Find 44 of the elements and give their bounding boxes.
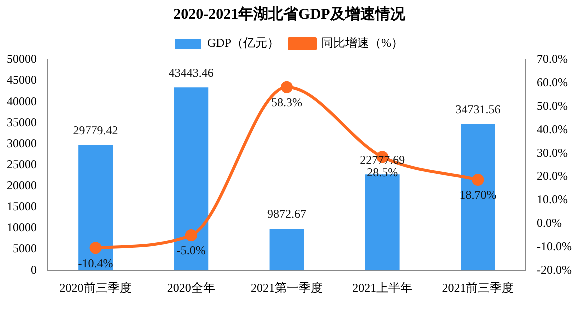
y-tick-label: 35000 — [7, 115, 37, 130]
y-tick-label: 45000 — [7, 73, 37, 88]
y-tick-label: 30000 — [7, 136, 37, 150]
bar — [78, 145, 114, 271]
y2-tick-label: -20.0% — [537, 262, 572, 277]
x-tick-label: 2021第一季度 — [251, 280, 324, 295]
x-tick-label: 2020前三季度 — [60, 280, 132, 295]
y-tick-label: 25000 — [7, 157, 37, 172]
y2-tick-label: 0.0% — [537, 216, 562, 230]
bar — [461, 124, 496, 271]
x-tick-label: 2020全年 — [167, 280, 216, 295]
x-tick-label: 2021前三季度 — [442, 280, 514, 295]
data-label: -10.4% — [78, 256, 114, 270]
point — [90, 242, 102, 254]
y2-tick-label: 70.0% — [537, 52, 568, 66]
y2-tick-label: 20.0% — [537, 169, 568, 184]
x-tick-label: 2021上半年 — [352, 280, 413, 295]
data-label: 34731.56 — [456, 102, 501, 116]
y2-tick-label: 30.0% — [537, 146, 568, 160]
y-tick-label: 40000 — [7, 94, 37, 108]
data-label: 43443.46 — [168, 66, 214, 80]
point — [185, 230, 198, 242]
data-label: 58.3% — [272, 96, 303, 110]
y2-tick-label: -10.0% — [537, 239, 572, 254]
bar — [270, 229, 304, 271]
data-label: 29779.42 — [73, 123, 118, 138]
y2-tick-label: 40.0% — [537, 122, 568, 136]
legend-label: GDP（亿元） — [208, 36, 280, 50]
point — [472, 174, 484, 186]
point — [281, 81, 294, 94]
data-label: -5.0% — [176, 244, 206, 258]
y2-tick-label: 60.0% — [537, 76, 568, 90]
y-tick-label: 5000 — [13, 242, 37, 256]
legend-label: 同比增速（%） — [322, 36, 404, 50]
y2-tick-label: 10.0% — [537, 192, 568, 207]
y-tick-label: 10000 — [7, 220, 37, 235]
chart-title: 2020-2021年湖北省GDP及增速情况 — [174, 6, 406, 23]
y-tick-label: 50000 — [7, 52, 37, 66]
y2-tick-label: 50.0% — [537, 98, 568, 113]
y-tick-label: 15000 — [7, 200, 37, 214]
y-tick-label: 20000 — [7, 178, 37, 193]
data-label: 9872.67 — [268, 207, 307, 222]
bar — [174, 88, 209, 271]
y-tick-label: 0 — [31, 262, 37, 277]
